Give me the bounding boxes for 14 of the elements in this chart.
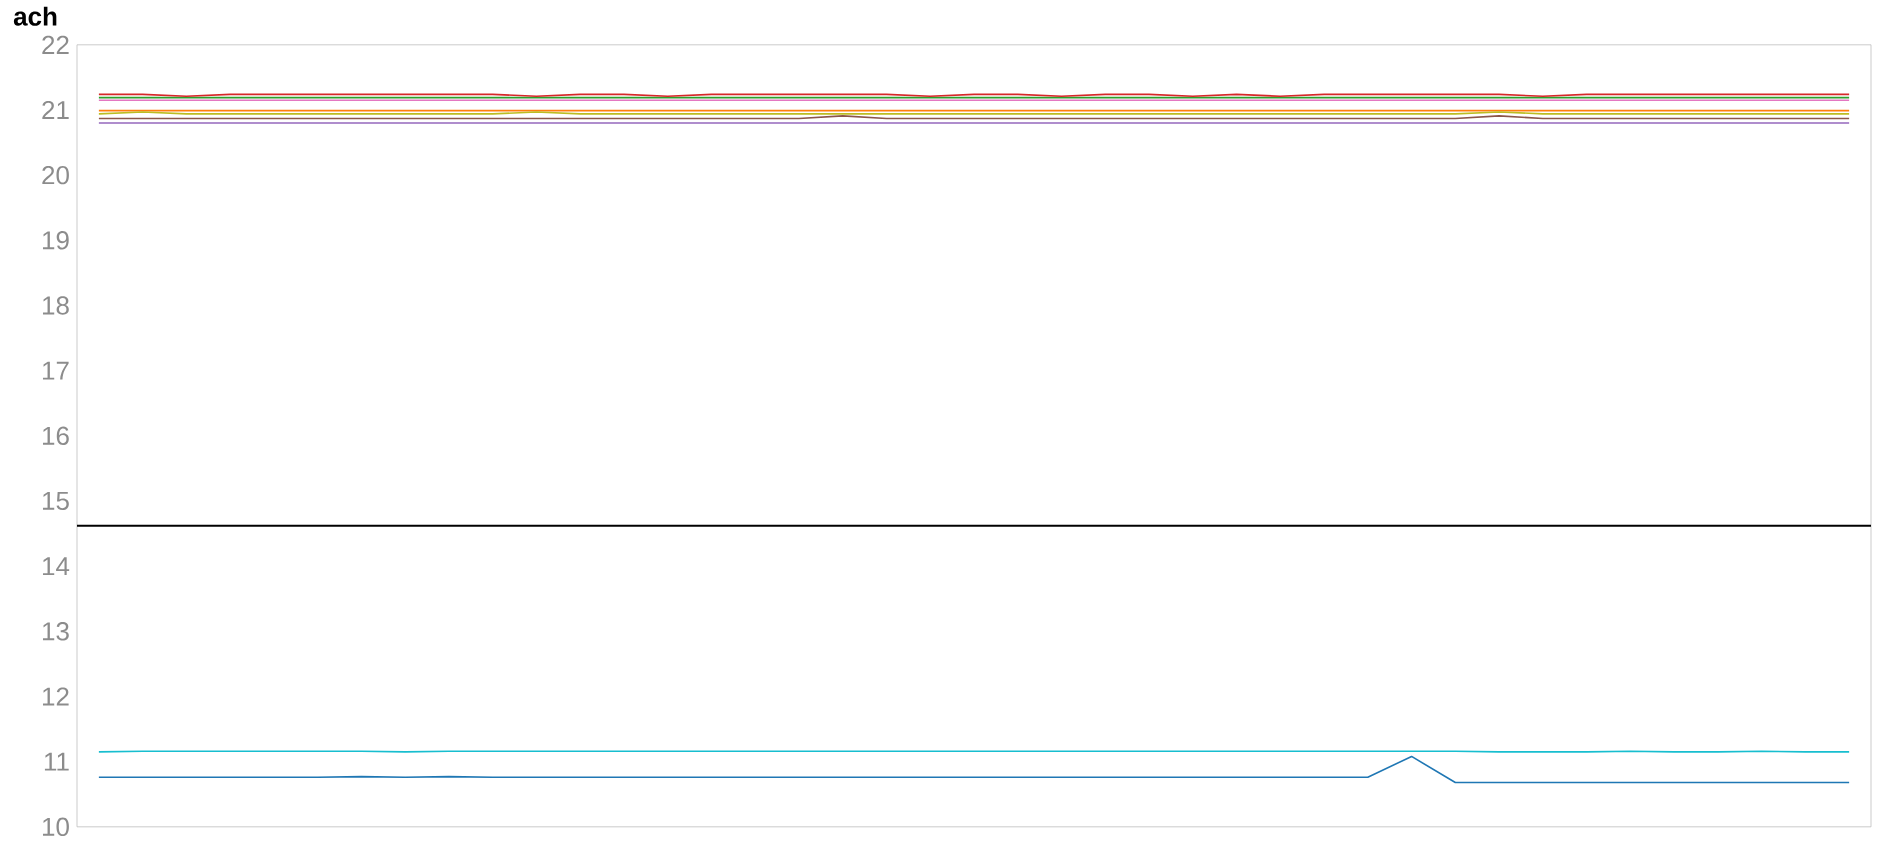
y-tick-label: 15 [42,492,69,511]
y-tick-label: 22 [42,35,69,55]
y-tick-label: 19 [42,231,69,250]
y-tick-label: 10 [42,817,69,837]
y-tick-label: 17 [42,361,69,380]
y-tick-label: 11 [44,752,69,771]
y-tick-label: 13 [42,622,69,641]
y-tick-label: 18 [42,296,69,315]
y-tick-label: 14 [42,557,70,576]
y-axis-title: ach [13,6,57,26]
y-tick-label: 12 [42,687,69,706]
y-tick-label: 16 [42,426,69,446]
y-tick-label: 20 [42,166,69,185]
y-tick-label: 21 [42,101,69,120]
